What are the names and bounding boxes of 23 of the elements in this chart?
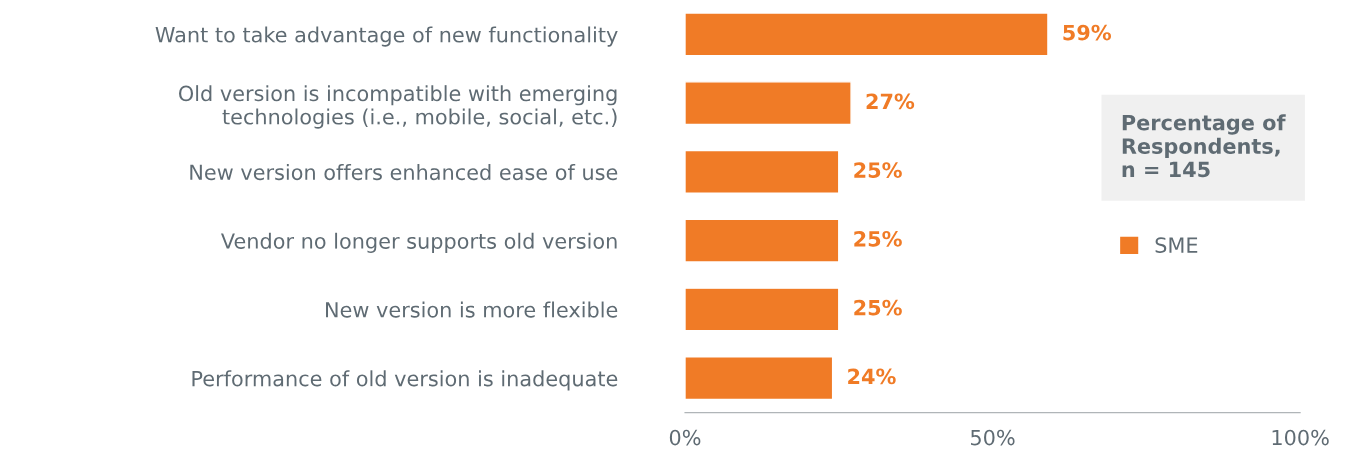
y-tick-label: New version is more flexible xyxy=(326,301,618,318)
text: 25% xyxy=(854,162,902,178)
text: 59% xyxy=(1063,24,1112,41)
bar xyxy=(685,81,852,126)
y-tick-label: Performance of old version is inadequate xyxy=(192,370,618,391)
x-tick-label: 50% xyxy=(971,429,1015,446)
text: 25% xyxy=(854,230,902,247)
y-tick-label: Vendor no longer supports old version xyxy=(220,232,617,253)
text: 25% xyxy=(854,299,902,316)
y-tick-label: Want to take advantage of new functionality xyxy=(155,26,618,47)
x-tick-label: 0% xyxy=(669,429,701,446)
text: 27% xyxy=(866,93,915,110)
legend-label: SME xyxy=(1155,237,1198,253)
y-tick-label: New version offers enhanced ease of use xyxy=(190,164,618,181)
text: 24% xyxy=(848,368,896,385)
x-tick-label: 100% xyxy=(1272,429,1329,446)
legend-title: Percentage of Respondents, n = 145 xyxy=(1122,114,1286,178)
y-tick-label: Old version is incompatible with emerging technologies (i.e., mobile, social, etc.) xyxy=(179,85,617,129)
bar xyxy=(685,12,1049,57)
bar xyxy=(685,218,840,263)
bar xyxy=(685,356,834,401)
bar xyxy=(685,149,840,194)
bar xyxy=(685,287,840,332)
